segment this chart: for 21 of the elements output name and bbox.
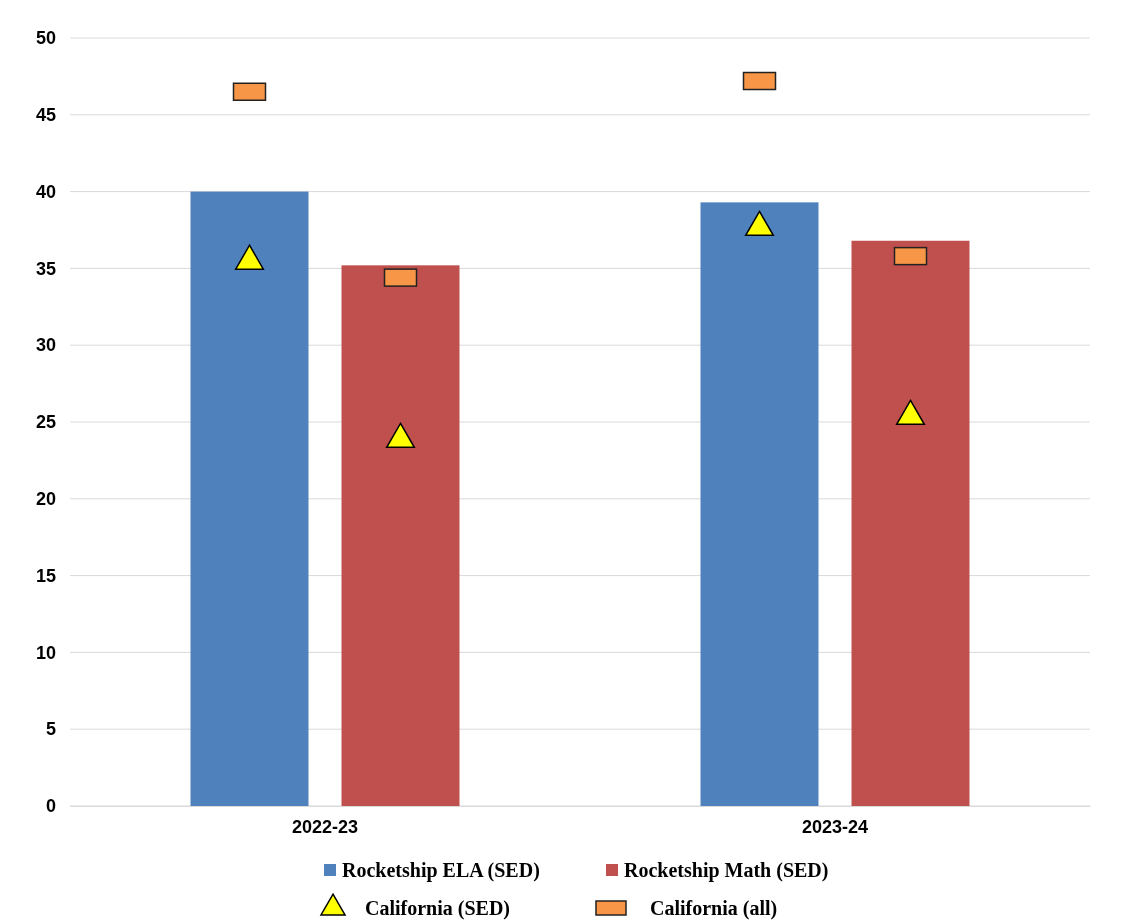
y-tick-label: 0 — [45, 796, 56, 817]
legend-label: California (all) — [650, 897, 778, 920]
y-tick-label: 45 — [35, 105, 56, 126]
legend-label: California (SED) — [365, 897, 510, 920]
bar — [341, 265, 460, 806]
bar — [700, 202, 819, 806]
legend-label: Rocketship Math (SED) — [624, 859, 829, 882]
y-tick-label: 5 — [45, 719, 56, 740]
legend-label: Rocketship ELA (SED) — [342, 859, 540, 882]
bar — [851, 240, 970, 806]
x-tick-label: 2022-23 — [291, 816, 359, 837]
y-tick-label: 50 — [35, 28, 56, 49]
y-tick-label: 25 — [35, 412, 56, 433]
y-tick-label: 30 — [35, 335, 56, 356]
y-tick-label: 40 — [35, 181, 56, 202]
x-tick-label: 2023-24 — [801, 816, 869, 837]
y-tick-label: 20 — [35, 489, 56, 510]
y-tick-label: 10 — [35, 642, 56, 663]
y-tick-label: 15 — [35, 565, 56, 586]
y-tick-label: 35 — [35, 258, 56, 279]
bar — [190, 191, 309, 806]
